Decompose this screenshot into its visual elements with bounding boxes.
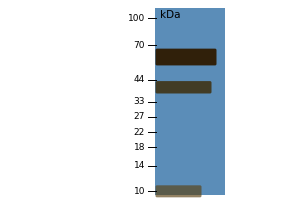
Bar — [155, 8, 225, 195]
Text: 22: 22 — [134, 128, 145, 137]
FancyBboxPatch shape — [155, 81, 212, 93]
Text: 33: 33 — [134, 97, 145, 106]
Text: 100: 100 — [128, 14, 145, 23]
Text: kDa: kDa — [160, 10, 181, 20]
Text: 14: 14 — [134, 161, 145, 170]
Text: 27: 27 — [134, 112, 145, 121]
Text: 18: 18 — [134, 143, 145, 152]
Text: 44: 44 — [134, 75, 145, 84]
Text: 10: 10 — [134, 187, 145, 196]
FancyBboxPatch shape — [155, 49, 217, 65]
FancyBboxPatch shape — [155, 185, 202, 197]
Text: 70: 70 — [134, 41, 145, 50]
